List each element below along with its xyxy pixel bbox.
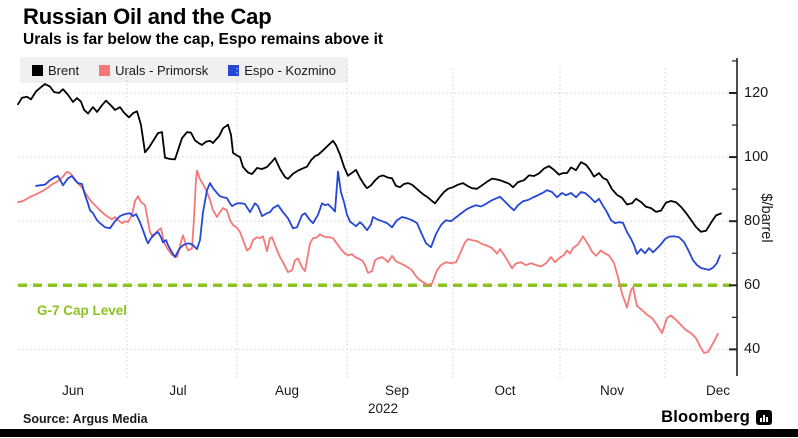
y-tick-label-60: 60 <box>744 277 761 294</box>
legend-swatch-icon <box>32 64 43 76</box>
legend-item-urals-primorsk: Urals - Primorsk <box>99 63 208 78</box>
bloomberg-wordmark: Bloomberg <box>661 408 750 426</box>
legend-item-espo-kozmino: Espo - Kozmino <box>228 63 336 78</box>
legend-swatch-icon <box>228 64 240 76</box>
y-tick-label-40: 40 <box>744 341 761 358</box>
x-tick-label-jun: Jun <box>62 383 84 398</box>
page-subtitle: Urals is far below the cap, Espo remains… <box>23 31 384 48</box>
x-tick-label-oct: Oct <box>494 383 516 398</box>
legend-item-brent: Brent <box>32 63 79 78</box>
series-line-espo-kozmino <box>35 170 721 271</box>
bloomberg-logo: Bloomberg <box>661 408 772 427</box>
legend-label: Brent <box>48 62 80 78</box>
legend-swatch-icon <box>99 64 111 76</box>
y-tick-label-120: 120 <box>744 85 769 101</box>
series-line-brent <box>17 83 722 233</box>
x-axis-year-label: 2022 <box>367 401 399 416</box>
x-tick-label-jul: Jul <box>169 383 187 398</box>
page-title: Russian Oil and the Cap <box>23 4 272 29</box>
g7-cap-annotation-label: G-7 Cap Level <box>37 303 128 318</box>
chart-legend: Brent Urals - Primorsk Espo - Kozmino <box>20 57 349 83</box>
x-tick-label-nov: Nov <box>599 383 625 398</box>
y-tick-label-80: 80 <box>744 213 761 230</box>
bottom-black-bar <box>0 429 798 437</box>
series-line-urals-primorsk <box>17 169 719 354</box>
y-tick-label-100: 100 <box>744 149 769 166</box>
x-tick-label-aug: Aug <box>274 383 300 398</box>
legend-label: Espo - Kozmino <box>244 62 337 78</box>
y-axis-title: $/barrel <box>758 193 774 243</box>
legend-label: Urals - Primorsk <box>115 62 209 78</box>
source-credit: Source: Argus Media <box>23 412 148 426</box>
bloomberg-chart-bubble-icon <box>756 410 772 425</box>
x-tick-label-dec: Dec <box>705 383 731 398</box>
x-tick-label-sep: Sep <box>384 383 410 398</box>
